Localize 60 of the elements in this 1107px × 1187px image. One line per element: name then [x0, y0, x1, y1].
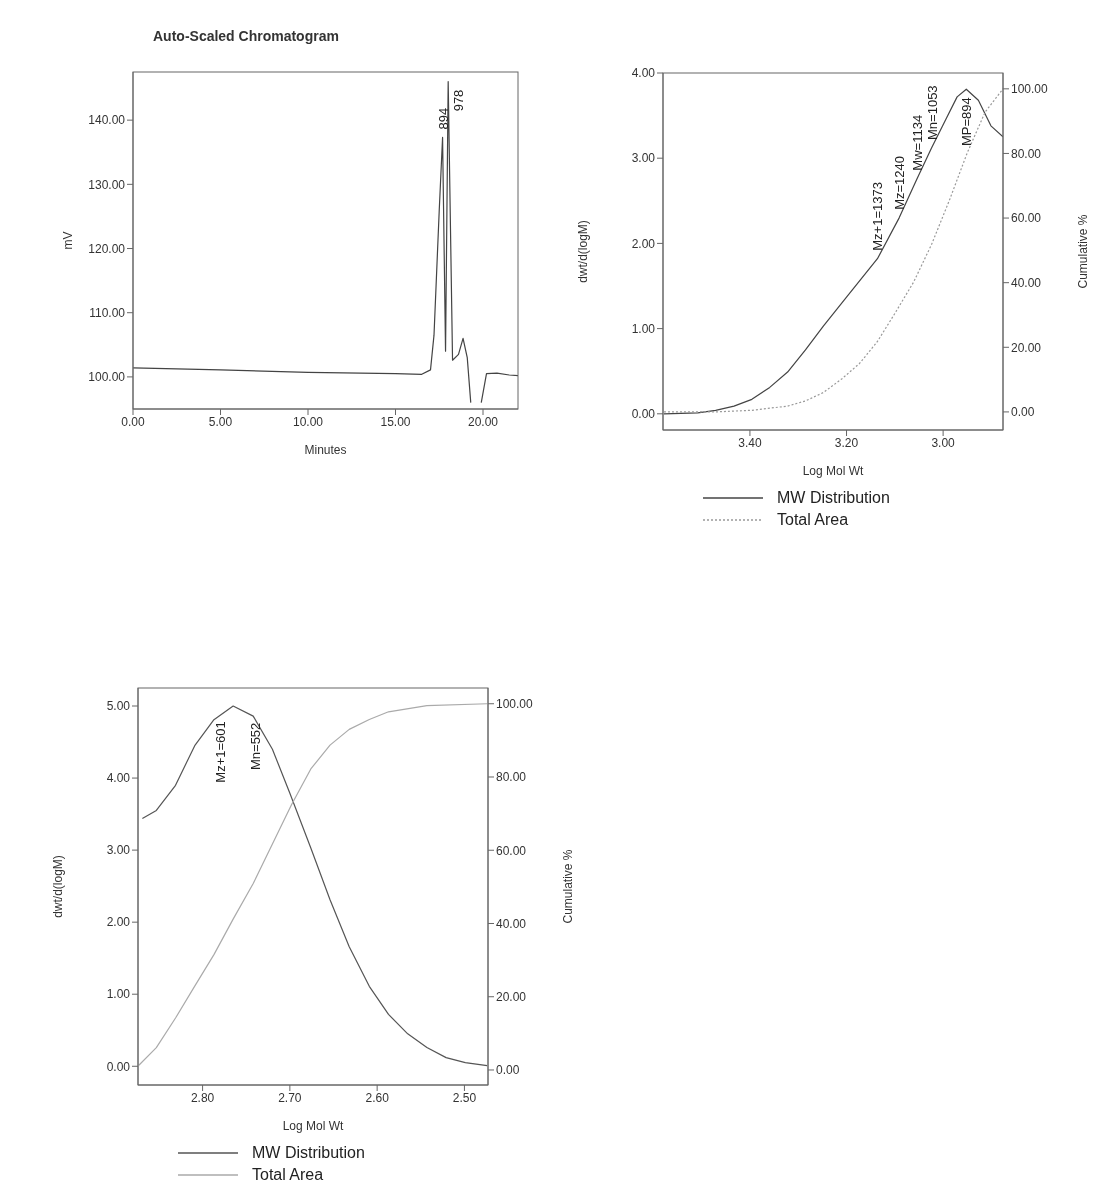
y2-tick-label: 0.00 — [496, 1063, 520, 1078]
annotation: 894 — [435, 107, 451, 130]
y-axis-title: dwt/d(logM) — [576, 220, 591, 283]
y2-tick-label: 20.00 — [1011, 340, 1042, 355]
annotation: MP=894 — [959, 97, 975, 146]
x-tick-label: 5.00 — [208, 414, 233, 429]
x-tick-label: 2.50 — [452, 1090, 477, 1105]
annotation: Mz=1240 — [892, 156, 908, 210]
x-tick-label: 3.20 — [834, 435, 859, 450]
y-tick-label: 110.00 — [89, 305, 126, 320]
y2-tick-label: 20.00 — [496, 990, 527, 1004]
annotation: Mw=1134 — [910, 114, 926, 171]
legend-label: MW Distribution — [252, 1144, 365, 1162]
annotation: Mn=552 — [247, 722, 263, 770]
y2-tick-label: 60.00 — [496, 843, 527, 858]
x-axis-title: Minutes — [304, 443, 347, 457]
y-tick-label: 3.00 — [106, 843, 131, 858]
y-axis-title: dwt/d(logM) — [51, 855, 66, 918]
x-tick-label: 10.00 — [292, 414, 324, 429]
legend-label: MW Distribution — [777, 489, 890, 507]
annotation: 978 — [450, 89, 466, 112]
annotation: Mn=1053 — [925, 85, 941, 140]
y2-tick-label: 80.00 — [496, 770, 527, 785]
y2-axis-title: Cumulative % — [561, 849, 576, 924]
y2-tick-label: 40.00 — [496, 916, 527, 931]
y-tick-label: 2.00 — [106, 915, 131, 930]
y-tick-label: 4.00 — [631, 66, 656, 81]
y2-tick-label: 100.00 — [1011, 82, 1049, 97]
y-tick-label: 1.00 — [106, 987, 131, 1002]
y2-axis-title: Cumulative % — [1076, 214, 1091, 289]
x-tick-label: 15.00 — [380, 414, 411, 429]
y-tick-label: 4.00 — [106, 771, 131, 786]
x-axis-title: Log Mol Wt — [802, 464, 865, 478]
y-tick-label: 130.00 — [88, 177, 126, 192]
legend-label: Total Area — [777, 511, 849, 529]
legend-label: Total Area — [252, 1166, 324, 1184]
x-tick-label: 3.40 — [738, 435, 762, 450]
y2-tick-label: 60.00 — [1011, 211, 1042, 226]
y-tick-label: 100.00 — [88, 370, 126, 385]
x-tick-label: 2.80 — [190, 1090, 215, 1105]
annotation: Mz+1=601 — [213, 721, 229, 783]
x-tick-label: 0.00 — [121, 414, 145, 429]
y-tick-label: 2.00 — [631, 236, 656, 251]
x-tick-label: 2.70 — [278, 1090, 302, 1105]
y2-tick-label: 100.00 — [496, 697, 534, 712]
y-tick-label: 140.00 — [88, 113, 126, 128]
y-tick-label: 0.00 — [106, 1059, 131, 1074]
chart-title: Auto-Scaled Chromatogram — [153, 28, 340, 46]
y-tick-label: 5.00 — [106, 699, 131, 714]
y2-tick-label: 40.00 — [1011, 275, 1042, 290]
y-tick-label: 3.00 — [631, 151, 656, 166]
y-tick-label: 120.00 — [88, 241, 126, 256]
y-tick-label: 1.00 — [631, 321, 656, 336]
y2-tick-label: 80.00 — [1011, 146, 1042, 161]
annotation: Mz+1=1373 — [870, 182, 886, 251]
x-tick-label: 20.00 — [467, 414, 499, 429]
y-axis-title: mV — [61, 231, 76, 250]
x-tick-label: 3.00 — [931, 435, 956, 450]
x-axis-title: Log Mol Wt — [282, 1119, 345, 1133]
x-tick-label: 2.60 — [365, 1090, 390, 1105]
